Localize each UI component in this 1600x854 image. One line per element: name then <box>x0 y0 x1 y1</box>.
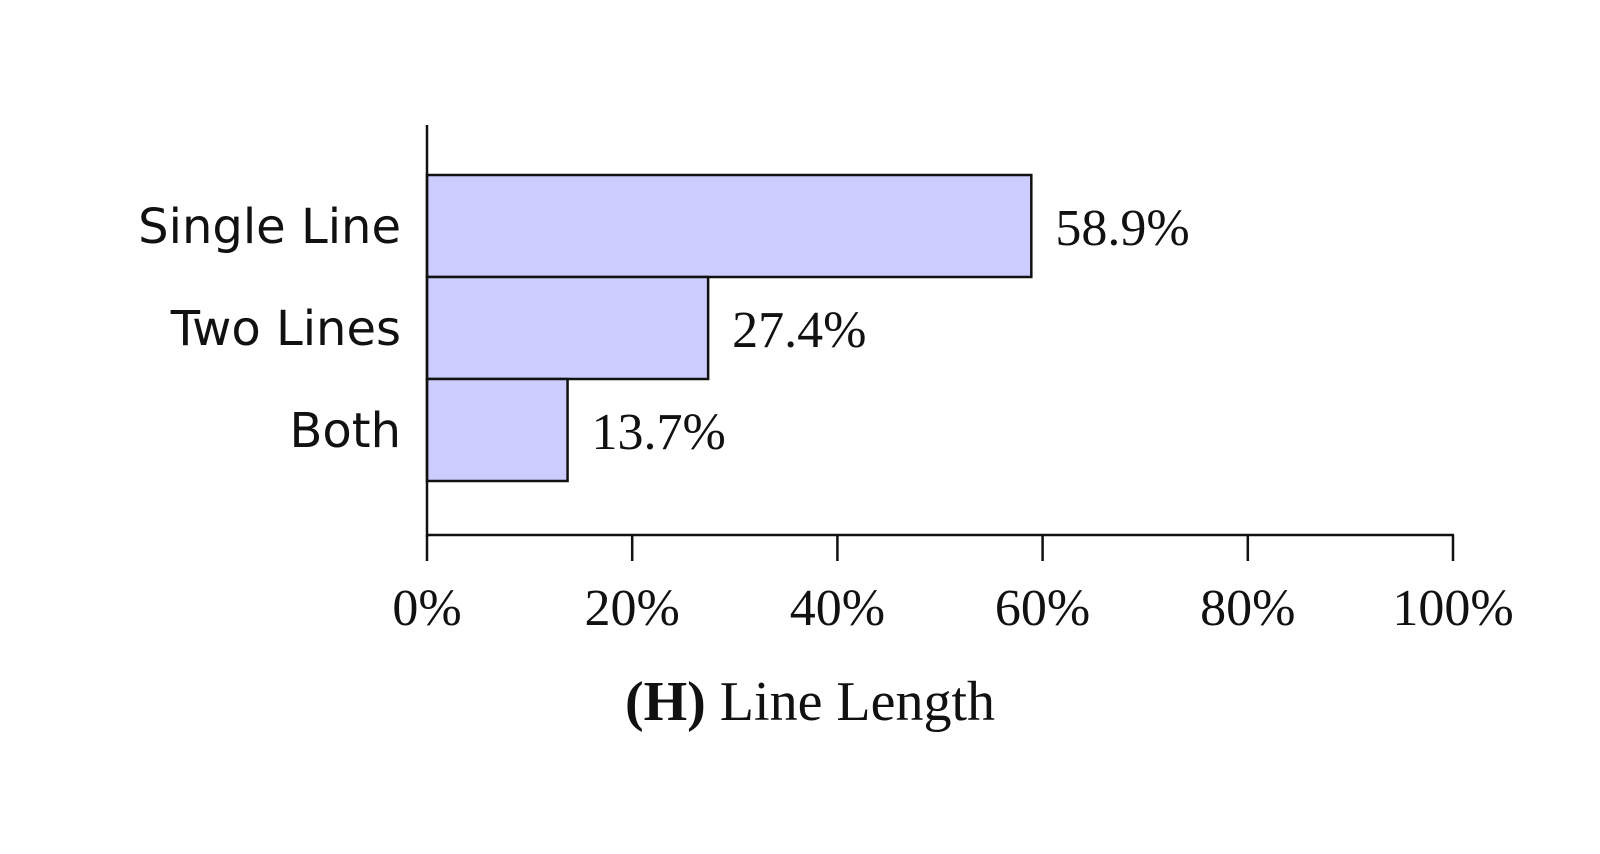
x-tick-label-60: 60% <box>995 580 1090 637</box>
x-tick-label-0: 0% <box>392 580 461 637</box>
x-tick-label-100: 100% <box>1392 580 1513 637</box>
bar-single-line <box>425 173 1033 279</box>
caption-text: Line Length <box>706 671 995 733</box>
x-ticks <box>425 535 1455 561</box>
value-label-single-line: 58.9% <box>1055 200 1189 257</box>
bar-two-lines <box>425 275 710 381</box>
x-tick-label-20: 20% <box>585 580 680 637</box>
value-label-two-lines: 27.4% <box>732 302 866 359</box>
labels-layer: Single Line 58.9% Two Lines 27.4% Both 13.7% 0… <box>138 199 1514 637</box>
value-label-both: 13.7% <box>592 404 726 461</box>
category-label-both: Both <box>289 403 401 459</box>
bars-layer <box>425 173 1033 483</box>
x-tick-label-80: 80% <box>1200 580 1295 637</box>
category-label-two-lines: Two Lines <box>170 301 401 357</box>
chart-caption: (H) Line Length <box>625 671 995 733</box>
x-tick-label-40: 40% <box>790 580 885 637</box>
category-label-single-line: Single Line <box>138 199 401 255</box>
caption-prefix: (H) <box>625 671 706 733</box>
bar-both <box>425 377 569 483</box>
